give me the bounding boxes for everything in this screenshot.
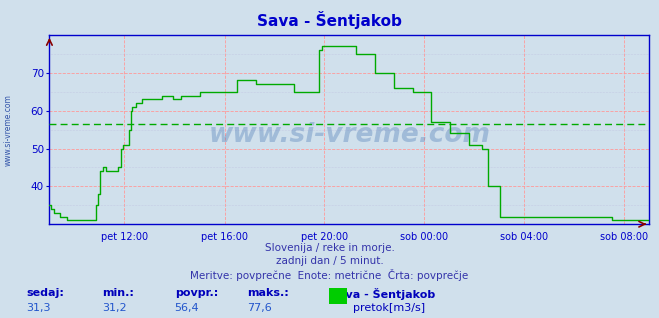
Text: Meritve: povprečne  Enote: metrične  Črta: povprečje: Meritve: povprečne Enote: metrične Črta:… xyxy=(190,269,469,281)
Text: pet 20:00: pet 20:00 xyxy=(301,232,348,241)
Text: sedaj:: sedaj: xyxy=(26,288,64,298)
Text: min.:: min.: xyxy=(102,288,134,298)
Text: Sava - Šentjakob: Sava - Šentjakob xyxy=(330,288,435,300)
Text: povpr.:: povpr.: xyxy=(175,288,218,298)
Text: 77,6: 77,6 xyxy=(247,303,272,313)
Text: 56,4: 56,4 xyxy=(175,303,199,313)
Text: sob 00:00: sob 00:00 xyxy=(400,232,448,241)
Text: www.si-vreme.com: www.si-vreme.com xyxy=(3,94,13,166)
Text: Sava - Šentjakob: Sava - Šentjakob xyxy=(257,11,402,29)
Text: zadnji dan / 5 minut.: zadnji dan / 5 minut. xyxy=(275,256,384,266)
Text: 31,2: 31,2 xyxy=(102,303,127,313)
Text: sob 04:00: sob 04:00 xyxy=(500,232,548,241)
Text: maks.:: maks.: xyxy=(247,288,289,298)
Text: pet 12:00: pet 12:00 xyxy=(101,232,148,241)
Text: pretok[m3/s]: pretok[m3/s] xyxy=(353,303,424,313)
Text: pet 16:00: pet 16:00 xyxy=(201,232,248,241)
Text: www.si-vreme.com: www.si-vreme.com xyxy=(208,122,490,148)
Text: sob 08:00: sob 08:00 xyxy=(600,232,648,241)
Text: 31,3: 31,3 xyxy=(26,303,51,313)
Text: Slovenija / reke in morje.: Slovenija / reke in morje. xyxy=(264,243,395,253)
